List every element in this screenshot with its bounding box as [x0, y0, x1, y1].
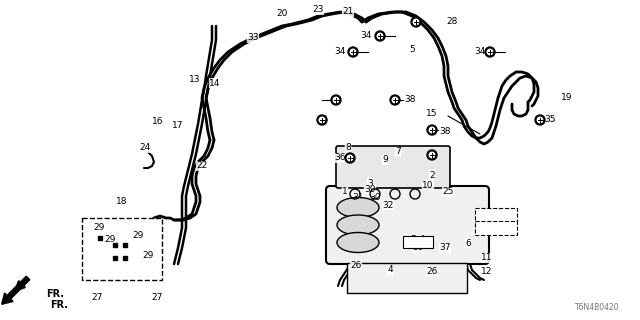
Circle shape — [429, 127, 435, 133]
Circle shape — [319, 117, 324, 123]
Text: 27: 27 — [151, 293, 163, 302]
Text: 7: 7 — [395, 148, 401, 156]
Text: 36: 36 — [334, 154, 346, 163]
Text: 28: 28 — [446, 18, 458, 27]
Circle shape — [411, 17, 421, 27]
Text: 8: 8 — [345, 143, 351, 153]
Circle shape — [535, 115, 545, 125]
Text: 29: 29 — [104, 236, 116, 244]
Text: 34: 34 — [360, 31, 372, 41]
Text: E-2: E-2 — [484, 211, 499, 220]
Text: 9: 9 — [382, 156, 388, 164]
Text: 39: 39 — [412, 244, 424, 252]
Circle shape — [427, 150, 437, 160]
Ellipse shape — [337, 215, 379, 235]
Text: B-4: B-4 — [410, 236, 426, 244]
Text: 23: 23 — [312, 5, 324, 14]
Circle shape — [375, 31, 385, 41]
Circle shape — [333, 97, 339, 103]
Circle shape — [348, 47, 358, 57]
Text: 40: 40 — [316, 116, 328, 124]
Circle shape — [390, 95, 400, 105]
Text: 2: 2 — [429, 171, 435, 180]
Text: 14: 14 — [209, 78, 221, 87]
Circle shape — [485, 47, 495, 57]
Text: 24: 24 — [140, 143, 150, 153]
Circle shape — [377, 33, 383, 39]
Circle shape — [350, 49, 356, 55]
Circle shape — [317, 115, 327, 125]
Text: 29: 29 — [132, 230, 144, 239]
Text: 11: 11 — [481, 253, 493, 262]
Text: 34: 34 — [474, 47, 486, 57]
Circle shape — [345, 153, 355, 163]
FancyBboxPatch shape — [475, 208, 517, 222]
Bar — [82, 218, 162, 280]
Text: 10: 10 — [422, 180, 434, 189]
Text: 16: 16 — [152, 117, 164, 126]
FancyBboxPatch shape — [326, 186, 489, 264]
Text: E-2: E-2 — [484, 221, 499, 230]
Text: 37: 37 — [439, 244, 451, 252]
Text: 19: 19 — [561, 93, 573, 102]
Text: 17: 17 — [172, 121, 184, 130]
Circle shape — [427, 125, 437, 135]
FancyBboxPatch shape — [403, 236, 433, 248]
Text: 27: 27 — [92, 293, 102, 302]
Text: 25: 25 — [442, 188, 454, 196]
Text: 30: 30 — [369, 193, 381, 202]
Text: 4: 4 — [387, 266, 393, 275]
Text: 6: 6 — [465, 238, 471, 247]
Text: 21: 21 — [342, 7, 354, 17]
Text: 34: 34 — [334, 47, 346, 57]
FancyBboxPatch shape — [475, 221, 517, 235]
Circle shape — [348, 155, 353, 161]
Text: 12: 12 — [481, 268, 493, 276]
Text: 26: 26 — [426, 268, 438, 276]
Circle shape — [392, 97, 397, 103]
Text: 15: 15 — [426, 108, 438, 117]
FancyArrow shape — [2, 276, 30, 304]
Text: T6N4B0420: T6N4B0420 — [575, 303, 620, 312]
Text: 18: 18 — [116, 197, 128, 206]
FancyBboxPatch shape — [347, 263, 467, 293]
Text: 22: 22 — [196, 162, 207, 171]
Text: 29: 29 — [142, 251, 154, 260]
Text: 5: 5 — [409, 45, 415, 54]
Text: 35: 35 — [544, 116, 556, 124]
Text: 1: 1 — [342, 188, 348, 196]
Text: 29: 29 — [93, 223, 105, 233]
Text: 26: 26 — [350, 260, 362, 269]
Text: 20: 20 — [276, 10, 288, 19]
Circle shape — [413, 19, 419, 25]
Text: 3: 3 — [367, 179, 373, 188]
Ellipse shape — [337, 197, 379, 218]
Circle shape — [331, 95, 341, 105]
Text: 38: 38 — [439, 127, 451, 137]
Text: 39: 39 — [364, 186, 376, 195]
Text: 31: 31 — [352, 193, 364, 202]
Text: 13: 13 — [189, 76, 201, 84]
Circle shape — [487, 49, 493, 55]
Text: FR.: FR. — [50, 300, 68, 310]
Text: 33: 33 — [247, 34, 259, 43]
FancyBboxPatch shape — [336, 146, 450, 188]
Circle shape — [537, 117, 543, 123]
Text: 32: 32 — [382, 201, 394, 210]
Circle shape — [429, 152, 435, 158]
Ellipse shape — [337, 233, 379, 252]
Text: FR.: FR. — [46, 289, 64, 299]
Text: 38: 38 — [404, 95, 416, 105]
